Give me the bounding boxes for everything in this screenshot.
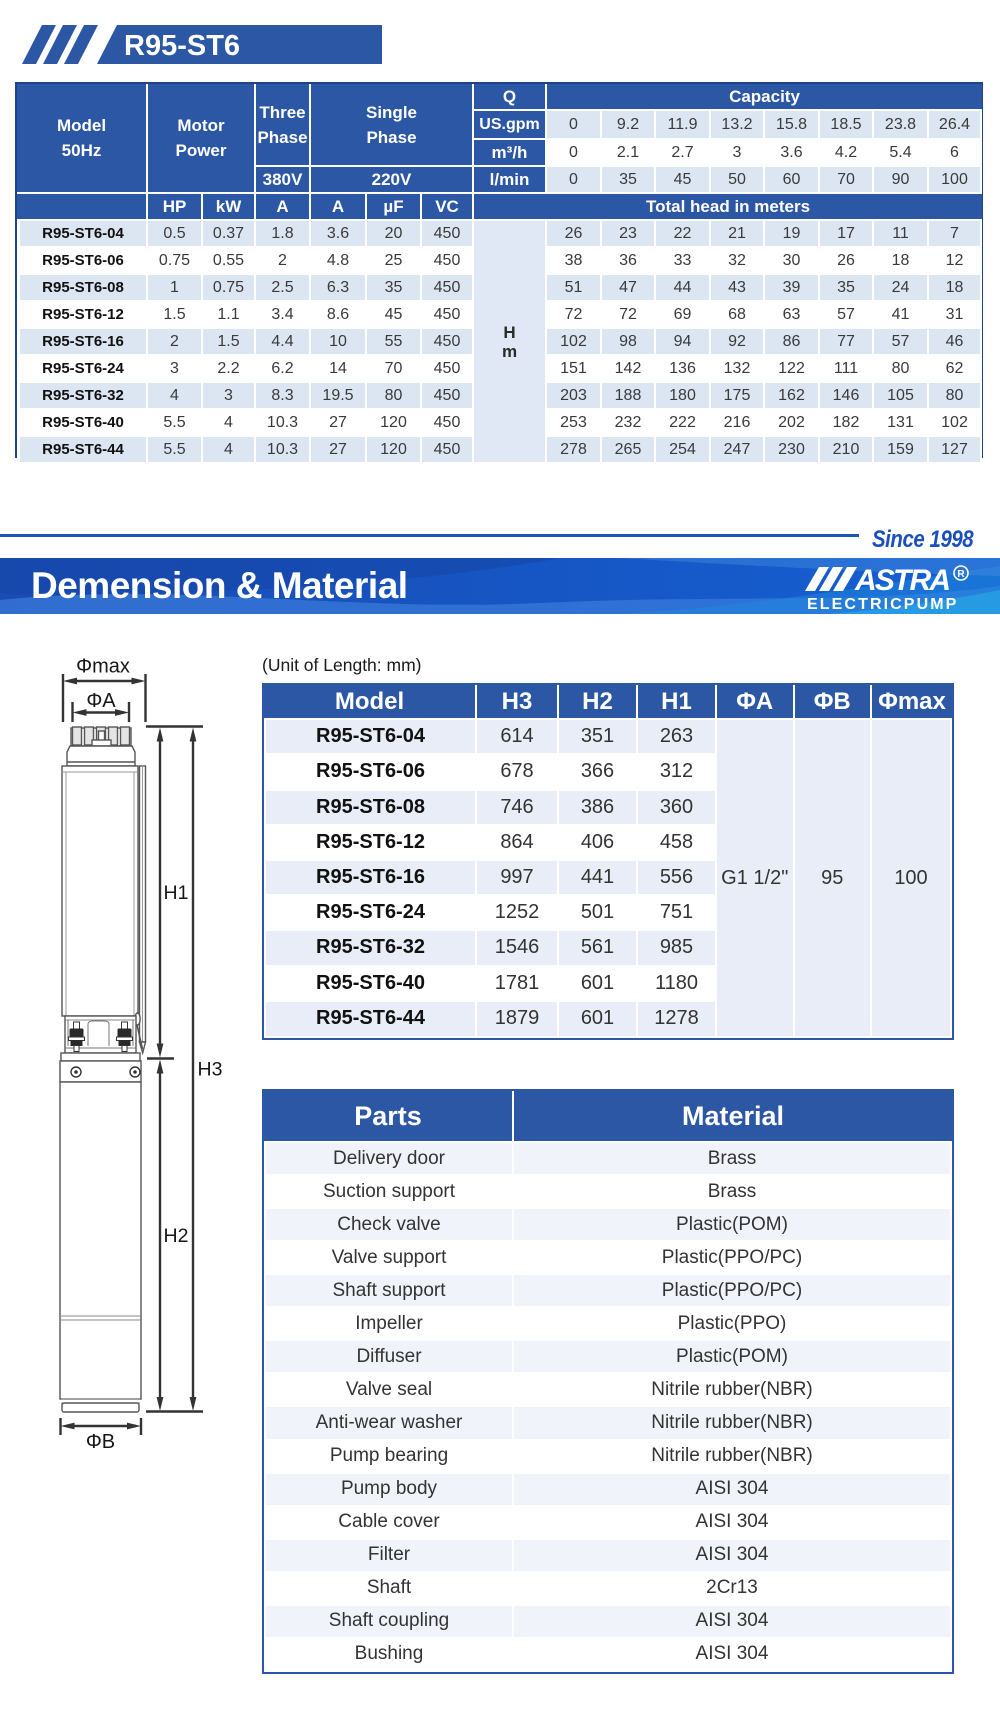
svg-text:ΦB: ΦB xyxy=(86,1431,115,1453)
svg-text:H3: H3 xyxy=(198,1059,223,1081)
svg-text:Φmax: Φmax xyxy=(76,656,130,678)
svg-text:ASTRA: ASTRA xyxy=(854,564,951,597)
svg-text:ELECTRICPUMP: ELECTRICPUMP xyxy=(807,596,958,611)
svg-text:R95-ST6: R95-ST6 xyxy=(124,30,240,62)
svg-text:H2: H2 xyxy=(164,1225,189,1247)
svg-text:H1: H1 xyxy=(164,882,189,904)
svg-text:R: R xyxy=(957,569,965,580)
svg-text:ΦA: ΦA xyxy=(86,690,116,712)
